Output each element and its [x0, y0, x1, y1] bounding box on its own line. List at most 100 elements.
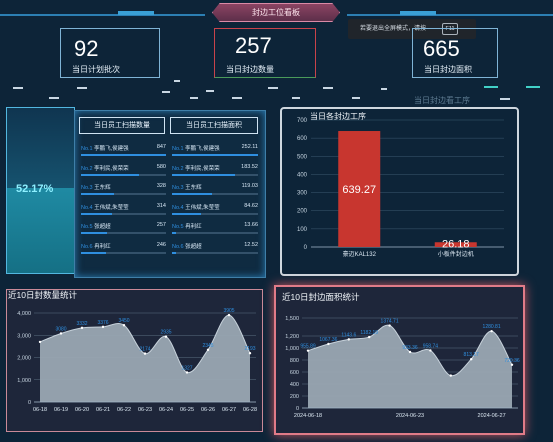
- x-tick-label: 06-18: [33, 407, 47, 413]
- rank-bar-fill: [172, 232, 177, 234]
- x-tick-label: 06-24: [159, 407, 173, 413]
- data-point: [510, 363, 514, 366]
- qty-trend-chart: 近10日封数量统计 0 1,000 2,000 3,000 4,000 3080 3332 33…: [8, 290, 257, 413]
- rank-bar-fill: [81, 173, 139, 176]
- rank-value: 257: [156, 222, 166, 228]
- chart-title: 近10日封数量统计: [8, 290, 77, 300]
- data-label: 813.17: [464, 352, 480, 358]
- rank-name: 王伟斌,朱莹莹: [185, 204, 220, 211]
- rank-bar-track: [172, 193, 258, 195]
- x-tick-label: 06-21: [96, 407, 110, 413]
- rank-bar-fill: [172, 193, 213, 195]
- y-tick-label: 4,000: [17, 311, 31, 317]
- bar-value-label: 26.18: [442, 238, 470, 250]
- rank-bar-track: [172, 232, 258, 234]
- header-right-accent: [400, 11, 436, 15]
- data-point: [408, 350, 412, 354]
- rank-number: No.6: [81, 243, 93, 250]
- rank-bar-track: [81, 251, 166, 254]
- x-tick-label: 06-28: [243, 407, 257, 413]
- dash-deco: [484, 86, 498, 88]
- rank-bar-fill: [172, 173, 235, 176]
- dash-deco: [206, 90, 214, 92]
- kpi-value: 257: [235, 33, 272, 58]
- x-tick-label: 06-22: [117, 407, 131, 413]
- rank-name: 冉利红: [185, 224, 202, 230]
- rank-number: No.1: [81, 146, 93, 152]
- rank-name: 李利民,侯荣荣: [185, 165, 220, 172]
- data-label: 2935: [160, 330, 171, 336]
- rank-area-header: 当日员工扫描面积: [170, 117, 258, 134]
- x-tick-label: 06-26: [201, 407, 215, 413]
- bar: [434, 242, 477, 247]
- x-tick-label: 06-27: [222, 407, 236, 413]
- rank-bar-fill: [81, 232, 107, 234]
- rank-bar-track: [81, 154, 166, 156]
- rank-name: 李鹏飞,侯建强: [185, 146, 220, 152]
- header-left-accent: [118, 11, 154, 15]
- gauge-value: 52.17%: [16, 183, 54, 195]
- rank-number: No.4: [172, 204, 184, 211]
- rank-value: 183.52: [241, 163, 258, 170]
- kpi-value: 665: [423, 36, 460, 61]
- rank-value: 847: [156, 144, 166, 150]
- data-label: 3080: [55, 326, 66, 332]
- chart-title: 近10日封边面积统计: [282, 292, 360, 302]
- dash-deco: [352, 97, 360, 99]
- y-tick-label: 100: [297, 227, 308, 233]
- rank-bar-fill: [172, 212, 202, 215]
- x-tick-label: 06-20: [75, 407, 89, 413]
- rank-bar-fill: [81, 193, 115, 195]
- y-tick-label: 400: [297, 172, 308, 178]
- y-tick-label: 2,000: [17, 356, 31, 362]
- rank-bar-track: [81, 173, 166, 176]
- dash-deco: [190, 97, 198, 99]
- y-tick-label: 200: [290, 394, 299, 400]
- rank-name: 王东辉: [185, 185, 202, 191]
- data-point: [206, 348, 210, 352]
- x-tick-label: 06-23: [138, 407, 152, 413]
- rank-value: 246: [156, 241, 166, 248]
- chart-title: 当日各封边工序: [310, 111, 366, 121]
- rank-row: No.6 张超超 12.52: [172, 242, 258, 254]
- kpi-plan-batches: 92 当日计划批次: [60, 28, 160, 78]
- dash-deco: [162, 91, 170, 93]
- data-label: 1327: [181, 365, 192, 371]
- rank-value: 328: [156, 183, 166, 189]
- y-tick-label: 700: [297, 118, 308, 124]
- rank-bar-track: [172, 212, 258, 215]
- data-point: [347, 338, 350, 341]
- data-point: [490, 329, 493, 333]
- bar: [338, 131, 381, 247]
- process-bar-chart: 当日各封边工序 0 100 200 300 400 500 600 700 639.27 豪迈KAL…: [297, 111, 504, 258]
- rank-bar-track: [172, 173, 258, 176]
- process-bar-chart-panel: [280, 107, 519, 276]
- dash-deco: [292, 97, 300, 99]
- kpi-label: 当日封边面积: [424, 65, 472, 74]
- area-fill: [40, 315, 250, 402]
- kpi-edge-count: 257 当日封边数量: [214, 28, 316, 78]
- data-point: [164, 335, 168, 338]
- rank-value: 252.11: [241, 144, 258, 150]
- data-label: 2345: [202, 343, 213, 349]
- area-trend-chart: 近10日封边面积统计 0 200 400 600 800 1,000 1,200 1,500 95…: [282, 292, 520, 419]
- rank-qty-header: 当日员工扫描数量: [79, 117, 165, 134]
- data-label: 1143.6: [341, 332, 356, 338]
- fullscreen-key-badge: F11: [442, 23, 458, 35]
- rank-row: No.4 王伟斌,朱莹莹 84.62: [172, 203, 258, 215]
- y-tick-label: 3,000: [17, 333, 31, 339]
- rank-bar-fill: [81, 154, 166, 156]
- dash-deco: [232, 97, 242, 99]
- y-tick-label: 400: [290, 382, 299, 388]
- kpi-label: 当日计划批次: [72, 65, 120, 74]
- rank-bar-track: [81, 212, 166, 215]
- data-label: 3450: [118, 318, 129, 324]
- rank-name: 张超超: [185, 243, 202, 250]
- y-tick-label: 1,500: [285, 316, 299, 322]
- rank-value: 12.52: [244, 241, 258, 248]
- rank-row: No.5 张超超 257: [81, 222, 166, 234]
- kpi-label: 当日封边数量: [226, 65, 274, 74]
- y-tick-label: 600: [297, 136, 308, 142]
- data-point: [368, 335, 371, 339]
- rank-row: No.3 王东辉 328: [81, 183, 166, 195]
